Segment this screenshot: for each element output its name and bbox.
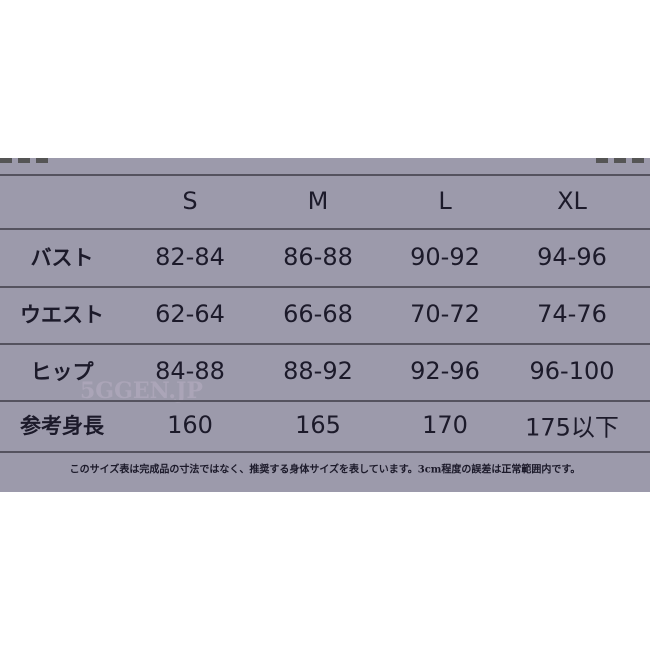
- table-cell: 90-92: [410, 243, 480, 271]
- table-cell: 86-88: [283, 243, 353, 271]
- column-header-m: M: [307, 187, 329, 215]
- table-cell: 175以下: [525, 413, 619, 442]
- table-cell: 160: [167, 411, 213, 439]
- column-header-xl: XL: [557, 187, 587, 215]
- border-dash: [0, 158, 12, 163]
- border-dash: [632, 158, 644, 163]
- row-label-waist: ウエスト: [20, 302, 104, 327]
- divider: [0, 451, 650, 453]
- footnote: このサイズ表は完成品の寸法ではなく、推奨する身体サイズを表しています。3cm程度…: [69, 464, 581, 476]
- table-cell: 92-96: [410, 357, 480, 385]
- divider: [0, 174, 650, 176]
- table-cell: 62-64: [155, 300, 225, 328]
- row-label-bust: バスト: [30, 245, 94, 270]
- table-cell: 96-100: [529, 357, 615, 385]
- table-cell: 82-84: [155, 243, 225, 271]
- border-dash: [614, 158, 626, 163]
- table-cell: 170: [422, 411, 468, 439]
- column-header-l: L: [438, 187, 452, 215]
- divider: [0, 228, 650, 230]
- table-cell: 74-76: [537, 300, 607, 328]
- column-header-s: S: [182, 187, 198, 215]
- table-cell: 165: [295, 411, 341, 439]
- divider: [0, 286, 650, 288]
- watermark: 5GGEN.JP: [80, 378, 203, 404]
- border-dash: [36, 158, 48, 163]
- divider: [0, 400, 650, 402]
- border-dash: [596, 158, 608, 163]
- table-cell: 88-92: [283, 357, 353, 385]
- row-label-hip: ヒップ: [30, 359, 94, 384]
- divider: [0, 343, 650, 345]
- size-chart-panel: [0, 158, 650, 492]
- border-dash: [18, 158, 30, 163]
- table-cell: 66-68: [283, 300, 353, 328]
- table-cell: 84-88: [155, 357, 225, 385]
- table-cell: 94-96: [537, 243, 607, 271]
- row-label-height: 参考身長: [20, 413, 104, 438]
- table-cell: 70-72: [410, 300, 480, 328]
